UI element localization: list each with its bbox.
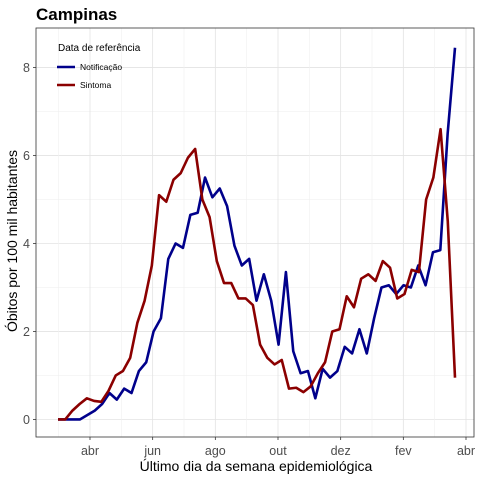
y-tick-label: 4 bbox=[23, 237, 30, 251]
y-tick-label: 0 bbox=[23, 413, 30, 427]
panel-border bbox=[35, 27, 475, 438]
y-tick-label: 6 bbox=[23, 149, 30, 163]
x-tick-label: dez bbox=[331, 444, 351, 458]
x-tick-label: fev bbox=[395, 444, 412, 458]
legend-label-sintoma: Sintoma bbox=[80, 80, 111, 90]
x-tick-label: out bbox=[269, 444, 287, 458]
y-axis: 0 2 4 6 8 bbox=[23, 61, 36, 427]
x-tick-label: abr bbox=[81, 444, 99, 458]
legend-label-notificacao: Notificação bbox=[80, 62, 122, 72]
y-tick-label: 8 bbox=[23, 61, 30, 75]
x-tick-label: jun bbox=[143, 444, 161, 458]
series-line-notificacao bbox=[58, 47, 457, 421]
chart-title: Campinas bbox=[36, 5, 117, 24]
x-tick-label: abr bbox=[457, 444, 475, 458]
x-axis-title: Último dia da semana epidemiológica bbox=[140, 458, 373, 474]
y-tick-label: 2 bbox=[23, 325, 30, 339]
grid bbox=[36, 28, 474, 437]
legend-title: Data de referência bbox=[58, 43, 141, 54]
series-line-sintoma bbox=[58, 127, 457, 421]
x-axis: abr jun ago out dez fev abr bbox=[81, 437, 475, 458]
legend: Data de referência Notificação Sintoma bbox=[57, 43, 141, 90]
x-tick-label: ago bbox=[205, 444, 226, 458]
series-lines bbox=[58, 47, 457, 421]
y-axis-title: Óbitos por 100 mil habitantes bbox=[4, 150, 20, 332]
